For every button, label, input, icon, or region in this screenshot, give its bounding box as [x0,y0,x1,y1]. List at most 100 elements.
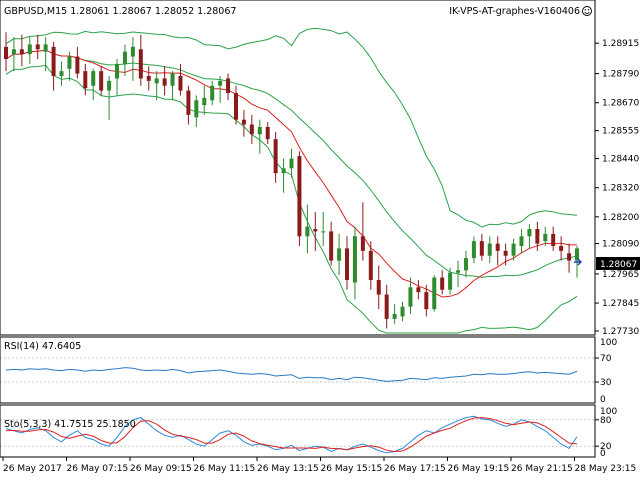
candle [107,76,112,120]
candle [257,119,262,154]
bollinger-upper-line [5,27,578,228]
candle [146,66,151,91]
candle [527,224,532,249]
candle [59,61,64,86]
candle [186,85,191,125]
expert-name: IK-VPS-AT-graphes-V160406 [449,6,580,17]
stoch-signal-line [5,417,578,453]
candle [51,42,56,91]
candle [567,243,572,273]
candle [233,85,238,125]
bollinger-middle-line [5,49,578,278]
time-tick-label: 26 May 2017 [3,464,62,474]
rsi-line [5,367,578,382]
candle [4,32,8,72]
bollinger-lower-line [5,64,578,334]
candle [130,37,135,81]
current-price-tag [596,257,640,270]
candle [19,34,24,67]
candle [241,110,246,137]
candle [376,265,381,310]
candle [463,250,468,278]
price-tick-label: 1.27845 [602,299,639,309]
candle [479,233,484,261]
candle [408,277,413,314]
candle [511,238,516,261]
stoch-bottom-label: 0 [600,449,606,459]
symbol-title: GBPUSD,M15 1.28061 1.28067 1.28052 1.280… [4,6,236,17]
candle [424,284,429,317]
candle [416,280,421,300]
candle [368,241,373,290]
price-marker-arrow [574,258,582,266]
candle [432,275,437,312]
price-tick-label: 1.27965 [602,270,639,280]
candle [178,63,183,96]
rsi-top-label: 100 [600,338,617,348]
rsi-bottom-label: 0 [600,395,606,405]
candles [4,32,579,329]
candle [297,151,302,246]
candle [360,202,365,261]
candle [487,236,492,263]
time-tick-label: 26 May 09:15 [130,464,192,474]
rsi-title: RSI(14) 47.6405 [4,341,81,352]
candle [329,221,334,266]
indicator-lines [5,367,578,454]
candle [170,71,175,101]
candle [99,66,104,96]
candle [519,229,524,254]
time-tick-label: 26 May 17:15 [384,464,446,474]
candle [345,236,350,290]
price-tick-label: 1.28200 [602,213,639,223]
time-tick-label: 26 May 19:15 [448,464,510,474]
candle [75,46,80,79]
candle [305,204,310,254]
price-tick-label: 1.28790 [602,70,639,80]
candle [543,226,548,246]
candle [471,236,476,263]
candle [495,236,500,266]
candle [273,131,278,183]
candle [138,34,143,86]
candle [321,212,326,246]
candle [226,73,231,101]
time-tick-label: 26 May 21:15 [511,464,573,474]
candle [43,37,48,72]
candle [35,34,40,59]
candle [122,44,127,76]
grid-layer [0,357,595,447]
candle [67,51,72,81]
candle [352,226,357,300]
candle [154,71,159,101]
candle [289,148,294,178]
candle [265,122,270,144]
stoch-main-line [5,415,578,454]
candle [503,243,508,266]
price-tick-label: 1.28555 [602,127,639,137]
candle [400,301,405,322]
price-tick-label: 1.28670 [602,99,639,109]
rsi-tick-label: 30 [600,378,612,388]
stoch-top-label: 100 [600,407,617,417]
time-tick-label: 26 May 13:15 [257,464,319,474]
price-tick-label: 1.28090 [602,240,639,250]
candle [456,260,461,288]
candle [551,226,556,251]
main-panel-border [0,0,596,336]
candle [91,68,96,101]
candle [11,37,16,72]
candle [440,270,445,295]
candle [535,221,540,251]
candle [210,80,215,106]
candle [249,114,254,144]
rsi-panel-border [0,336,596,404]
stoch-panel-border [0,404,596,458]
candle [384,284,389,329]
candle [162,66,167,96]
time-tick-label: 26 May 15:15 [321,464,383,474]
axis-labels: 1.28915 1.28790 1.28670 1.28555 1.28440 1.283… [2,39,639,474]
candle [115,59,120,96]
price-tick-label: 1.28915 [602,39,639,49]
